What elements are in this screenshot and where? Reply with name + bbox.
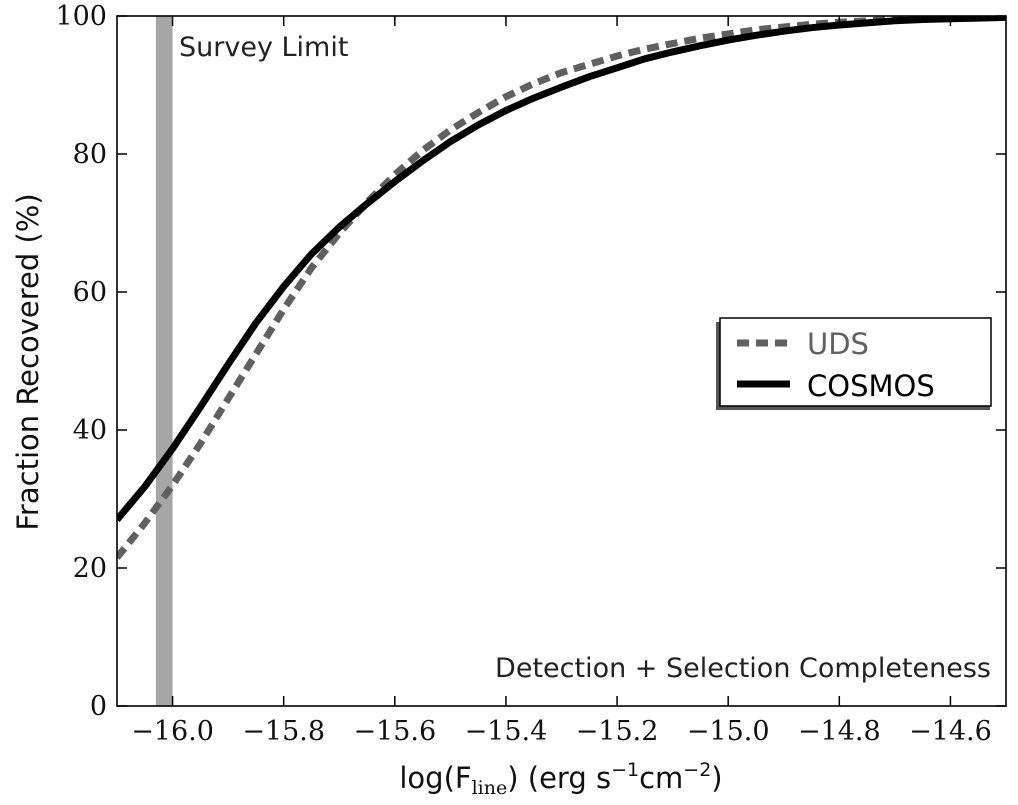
x-axis-label-unit2: cm	[639, 761, 683, 795]
x-tick-label: −15.6	[353, 716, 436, 747]
legend-label-uds: UDS	[807, 327, 869, 361]
y-tick-label: 80	[73, 139, 107, 170]
plot-frame	[116, 15, 1007, 707]
x-axis-label-exp1: −1	[611, 759, 639, 781]
legend-label-cosmos: COSMOS	[807, 369, 935, 403]
legend: UDS COSMOS	[716, 317, 992, 410]
y-tick-label: 60	[73, 277, 107, 308]
series-layer	[117, 16, 1006, 560]
y-axis-label: Fraction Recovered (%)	[11, 193, 45, 530]
x-axis-label-suffix: )	[711, 761, 722, 795]
x-axis-label-middle: ) (erg s	[507, 761, 611, 795]
survey-limit-band	[155, 16, 173, 706]
y-tick-label: 40	[73, 415, 107, 446]
x-tick-label: −16.0	[131, 716, 214, 747]
x-axis-label-prefix: log(F	[399, 761, 471, 795]
x-axis-label: log(Fline) (erg s−1cm−2)	[399, 759, 722, 799]
survey-limit-layer	[155, 16, 173, 706]
x-tick-label: −15.4	[465, 716, 548, 747]
series-line-cosmos	[117, 16, 1006, 522]
x-tick-label: −15.0	[687, 716, 770, 747]
x-tick-label: −14.8	[798, 716, 881, 747]
x-tick-label: −15.2	[576, 716, 659, 747]
x-axis-label-subscript: line	[472, 777, 508, 799]
x-tick-label: −15.8	[242, 716, 325, 747]
completeness-annotation: Detection + Selection Completeness	[495, 653, 991, 684]
y-tick-label: 0	[90, 691, 107, 722]
y-tick-label: 20	[73, 553, 107, 584]
ticks-layer: −16.0 −15.8 −15.6 −15.4 −15.2 −15.0 −14.8 −14.6…	[55, 1, 1006, 747]
x-tick-label: −14.6	[909, 716, 992, 747]
y-tick-label: 100	[55, 1, 107, 32]
x-axis-label-exp2: −2	[683, 759, 711, 781]
survey-limit-label: Survey Limit	[179, 32, 348, 63]
legend-box	[719, 317, 992, 407]
